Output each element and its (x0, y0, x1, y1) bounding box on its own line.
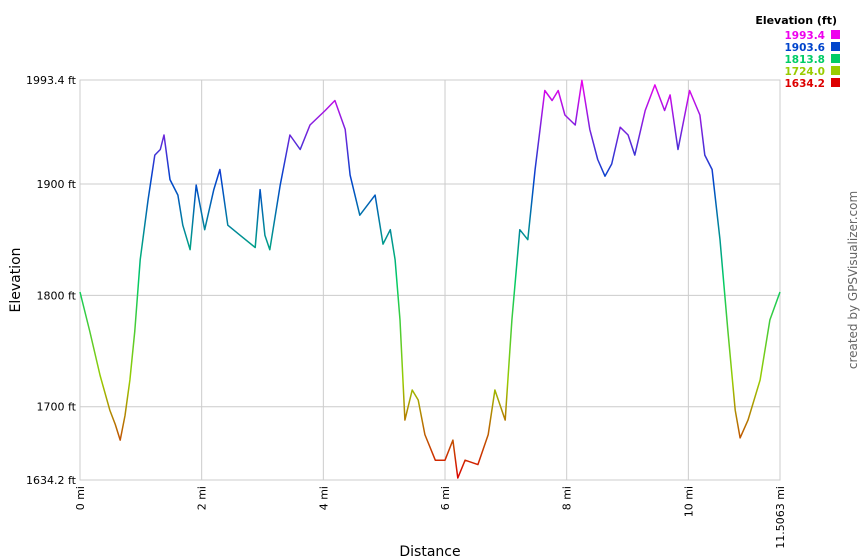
legend-swatch (831, 66, 840, 75)
y-tick-label: 1993.4 ft (26, 74, 77, 87)
x-tick-label: 2 mi (196, 486, 209, 510)
elevation-line (79, 79, 781, 479)
legend-swatch (831, 54, 840, 63)
legend-swatch (831, 78, 840, 87)
legend-label: 1634.2 (784, 78, 825, 90)
x-tick-label: 8 mi (561, 486, 574, 510)
y-tick-label: 1700 ft (37, 401, 77, 414)
x-axis-label: Distance (399, 544, 460, 560)
legend-title: Elevation (ft) (755, 14, 837, 27)
legend-label: 1993.4 (784, 30, 825, 42)
legend-swatch (831, 42, 840, 51)
y-tick-label: 1800 ft (37, 289, 77, 302)
x-tick-label: 6 mi (439, 486, 452, 510)
x-tick-label: 10 mi (682, 486, 695, 517)
x-tick-label: 11.5063 mi (774, 486, 787, 549)
y-tick-label: 1634.2 ft (26, 474, 77, 487)
legend-swatch (831, 30, 840, 39)
y-axis-label: Elevation (8, 247, 24, 312)
credit: created by GPSVisualizer.com (846, 191, 860, 369)
legend-label: 1813.8 (784, 54, 825, 66)
legend-label: 1903.6 (784, 42, 825, 54)
x-tick-label: 0 mi (74, 486, 87, 510)
legend-label: 1724.0 (784, 66, 825, 78)
x-tick-label: 4 mi (317, 486, 330, 510)
plot-frame (79, 79, 781, 481)
y-tick-label: 1900 ft (37, 178, 77, 191)
